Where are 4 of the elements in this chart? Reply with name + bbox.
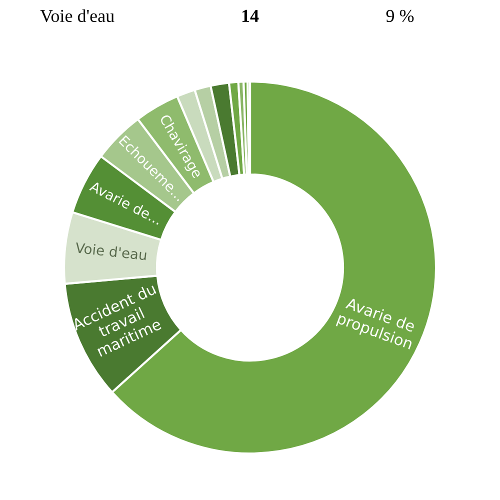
text: 9 % — [386, 10, 414, 22]
text: 14 — [242, 10, 259, 22]
slice-label: Voie d'eau — [75, 242, 147, 260]
text: Voie d'eau — [40, 9, 114, 22]
